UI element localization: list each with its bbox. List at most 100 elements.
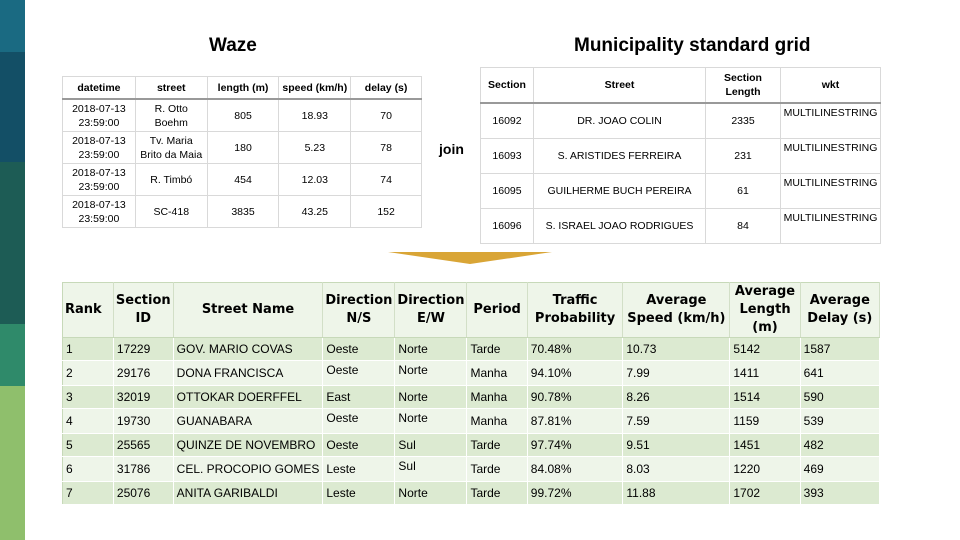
- table-cell: 9.51: [622, 433, 731, 457]
- table-cell: 2018-07-13 23:59:00: [62, 195, 136, 228]
- column-header: Direction N/S: [322, 282, 396, 338]
- column-header: Traffic Probability: [527, 282, 624, 338]
- table-cell: CEL. PROCOPIO GOMES: [173, 456, 324, 482]
- table-cell: S. ARISTIDES FERREIRA: [533, 138, 706, 174]
- table-row: 2018-07-13 23:59:00 SC-418 3835 43.25 15…: [62, 195, 422, 228]
- table-cell: 5: [62, 433, 114, 457]
- table-cell: 78: [350, 131, 422, 164]
- table-cell: Norte: [394, 337, 468, 361]
- table-cell: 97.74%: [527, 433, 624, 457]
- table-cell: 12.03: [278, 163, 352, 196]
- table-cell: 7.99: [622, 360, 731, 386]
- table-cell: MULTILINESTRING: [780, 173, 881, 209]
- table-cell: 16096: [480, 208, 534, 244]
- table-cell: 84.08%: [527, 456, 624, 482]
- table-cell: 2: [62, 360, 114, 386]
- column-header: Period: [466, 282, 528, 338]
- table-cell: Tv. Maria Brito da Maia: [134, 131, 208, 164]
- waze-title: Waze: [209, 35, 257, 56]
- table-cell: Sul: [394, 456, 468, 482]
- table-cell: R. Timbó: [134, 163, 208, 196]
- table-header-row: Rank Section ID Street Name Direction N/…: [62, 282, 881, 338]
- table-cell: 1220: [729, 456, 801, 482]
- table-cell: 539: [800, 408, 881, 434]
- table-cell: QUINZE DE NOVEMBRO: [173, 433, 324, 457]
- table-cell: 7: [62, 481, 114, 505]
- table-cell: 1: [62, 337, 114, 361]
- table-cell: Tarde: [466, 481, 528, 505]
- table-row: 2 29176 DONA FRANCISCA Oeste Norte Manha…: [62, 360, 881, 386]
- table-cell: ANITA GARIBALDI: [173, 481, 324, 505]
- column-header: Average Length (m): [729, 282, 801, 338]
- table-row: 5 25565 QUINZE DE NOVEMBRO Oeste Sul Tar…: [62, 433, 881, 457]
- table-cell: 31786: [113, 456, 174, 482]
- table-cell: 152: [350, 195, 422, 228]
- table-cell: 1587: [800, 337, 881, 361]
- table-row: 4 19730 GUANABARA Oeste Norte Manha 87.8…: [62, 408, 881, 434]
- table-cell: Oeste: [322, 408, 396, 434]
- table-row: 16096 S. ISRAEL JOAO RODRIGUES 84 MULTIL…: [480, 208, 881, 244]
- column-header: wkt: [780, 67, 881, 104]
- table-cell: Leste: [322, 456, 396, 482]
- table-cell: 7.59: [622, 408, 731, 434]
- column-header: Section Length: [705, 67, 781, 104]
- table-cell: 8.03: [622, 456, 731, 482]
- table-cell: GUILHERME BUCH PEREIRA: [533, 173, 706, 209]
- table-header-row: datetime street length (m) speed (km/h) …: [62, 76, 422, 100]
- table-cell: 3: [62, 385, 114, 409]
- table-cell: 74: [350, 163, 422, 196]
- table-cell: 11.88: [622, 481, 731, 505]
- table-cell: 16092: [480, 102, 534, 139]
- table-cell: 4: [62, 408, 114, 434]
- column-header: speed (km/h): [278, 76, 352, 100]
- sidebar-segment: [0, 324, 25, 386]
- table-cell: 590: [800, 385, 881, 409]
- table-cell: Manha: [466, 385, 528, 409]
- table-cell: SC-418: [134, 195, 208, 228]
- table-cell: Manha: [466, 408, 528, 434]
- table-cell: Oeste: [322, 433, 396, 457]
- table-cell: Tarde: [466, 456, 528, 482]
- table-cell: MULTILINESTRING: [780, 138, 881, 174]
- table-cell: 454: [206, 163, 280, 196]
- table-cell: 25076: [113, 481, 174, 505]
- table-cell: 1159: [729, 408, 801, 434]
- table-cell: 3835: [206, 195, 280, 228]
- table-cell: Norte: [394, 481, 468, 505]
- table-cell: Norte: [394, 385, 468, 409]
- table-cell: S. ISRAEL JOAO RODRIGUES: [533, 208, 706, 244]
- table-cell: 94.10%: [527, 360, 624, 386]
- sidebar-segment: [0, 162, 25, 324]
- table-cell: Leste: [322, 481, 396, 505]
- table-cell: R. Otto Boehm: [134, 98, 208, 132]
- table-row: 2018-07-13 23:59:00 Tv. Maria Brito da M…: [62, 131, 422, 164]
- column-header: Street: [533, 67, 706, 104]
- table-cell: Norte: [394, 408, 468, 434]
- sidebar-segment: [0, 52, 25, 162]
- table-row: 2018-07-13 23:59:00 R. Timbó 454 12.03 7…: [62, 163, 422, 196]
- table-cell: DONA FRANCISCA: [173, 360, 324, 386]
- sidebar-segment: [0, 386, 25, 540]
- sidebar-color-bar: [0, 0, 25, 540]
- table-cell: 1514: [729, 385, 801, 409]
- result-table: Rank Section ID Street Name Direction N/…: [62, 282, 881, 505]
- table-cell: 16095: [480, 173, 534, 209]
- table-cell: 2018-07-13 23:59:00: [62, 163, 136, 196]
- column-header: Average Speed (km/h): [622, 282, 731, 338]
- column-header: Section ID: [113, 282, 174, 338]
- column-header: length (m): [206, 76, 280, 100]
- table-row: 2018-07-13 23:59:00 R. Otto Boehm 805 18…: [62, 98, 422, 132]
- column-header: Average Delay (s): [800, 282, 881, 338]
- column-header: street: [134, 76, 208, 100]
- down-arrow-icon: [388, 252, 552, 264]
- column-header: Street Name: [173, 282, 324, 338]
- column-header: Rank: [62, 282, 114, 338]
- table-cell: Tarde: [466, 337, 528, 361]
- table-cell: 231: [705, 138, 781, 174]
- table-cell: East: [322, 385, 396, 409]
- table-cell: MULTILINESTRING: [780, 208, 881, 244]
- table-cell: 6: [62, 456, 114, 482]
- table-cell: 10.73: [622, 337, 731, 361]
- table-cell: 8.26: [622, 385, 731, 409]
- grid-title: Municipality standard grid: [574, 35, 811, 56]
